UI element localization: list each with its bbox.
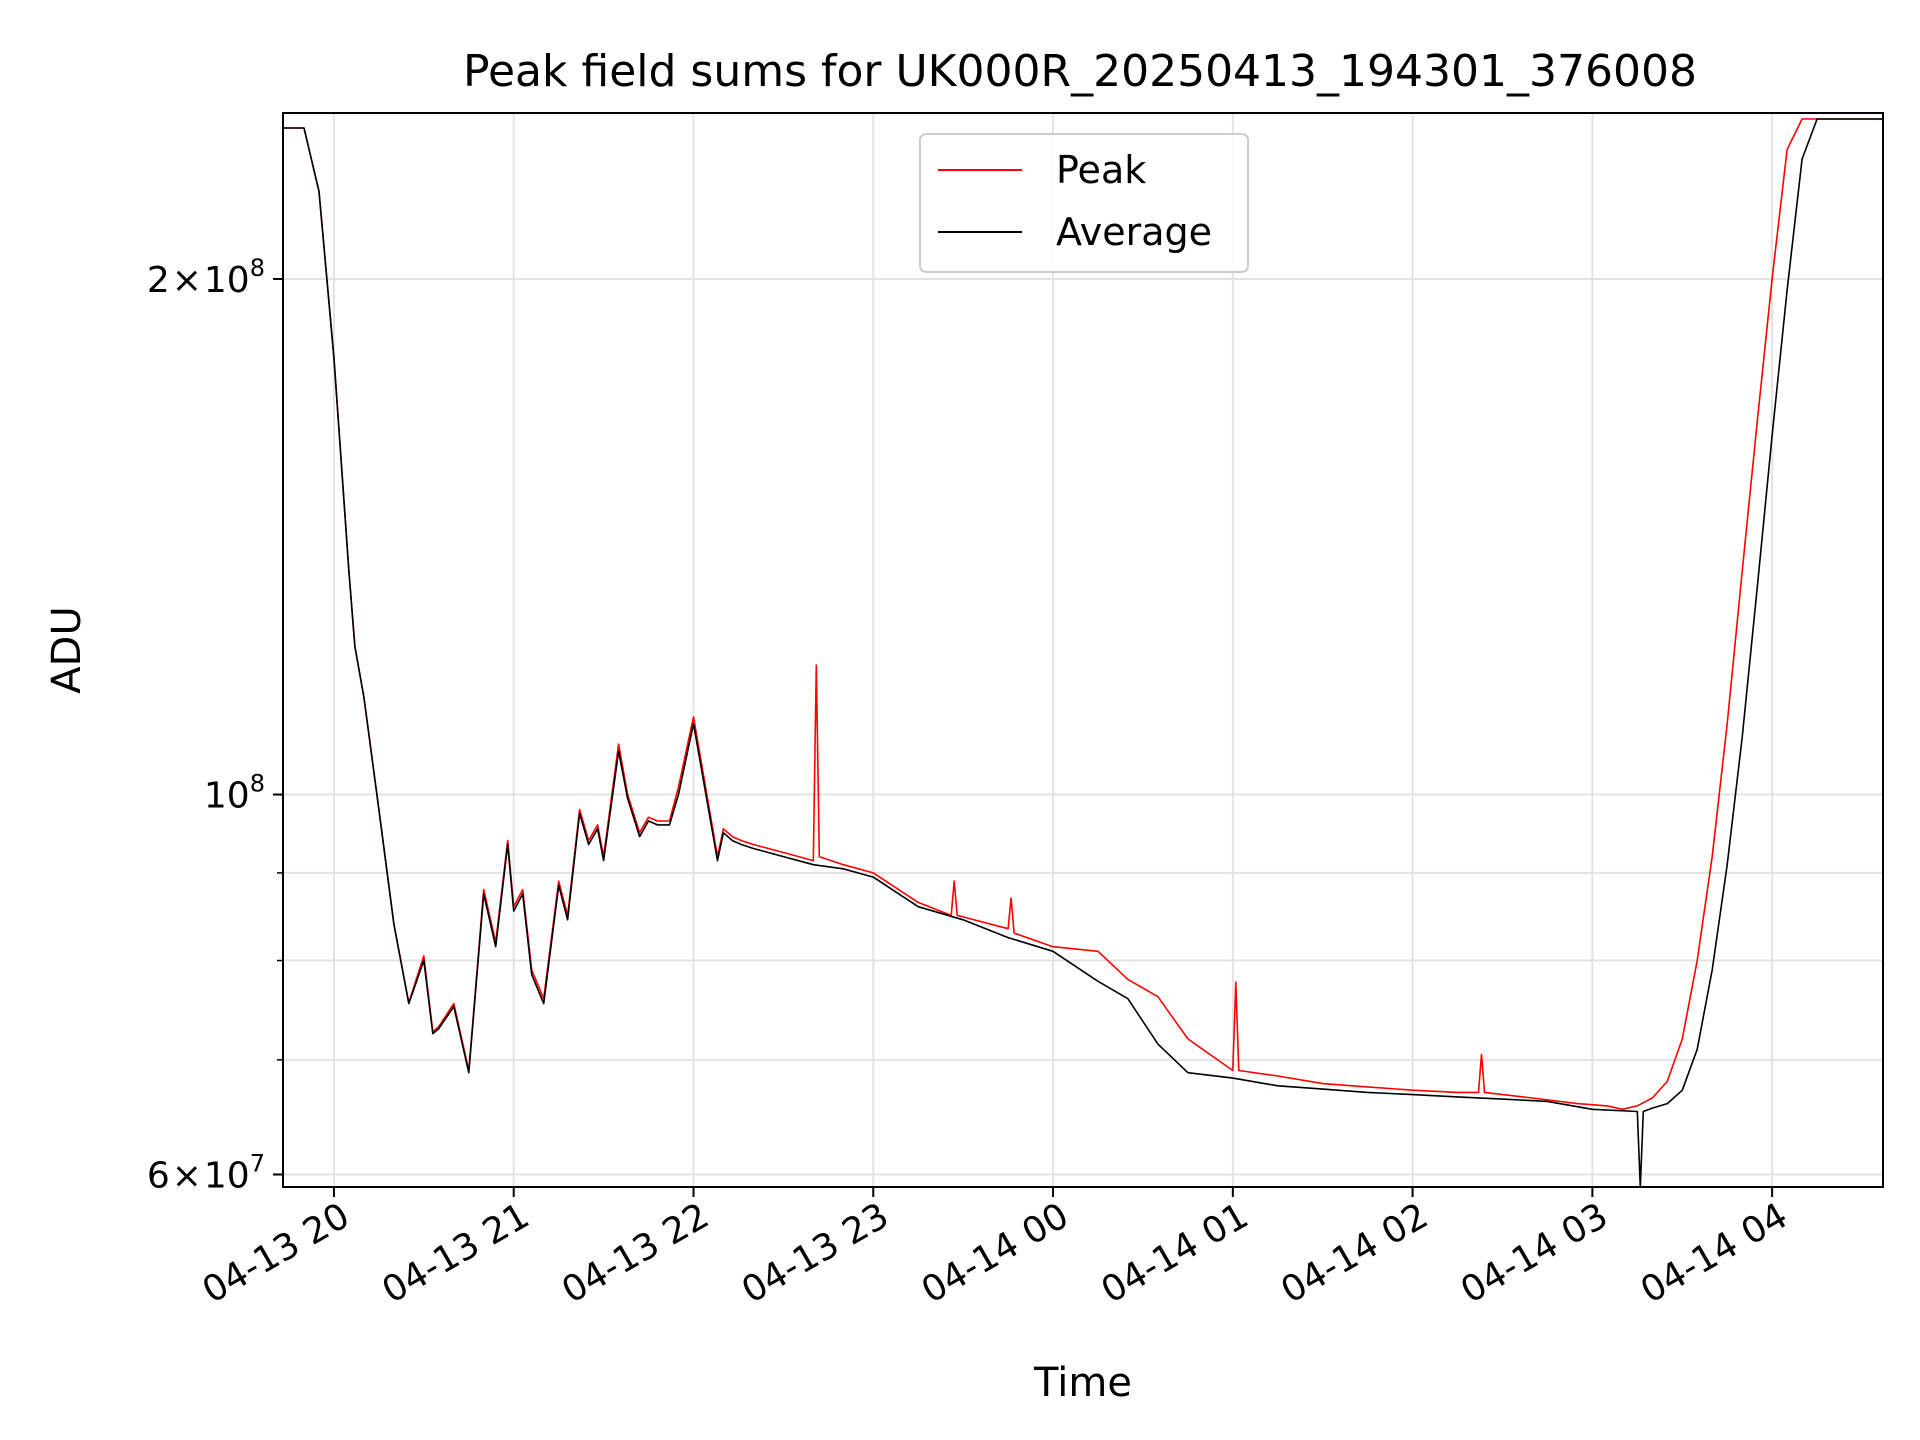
y-tick-label: 2×108 [147, 254, 265, 301]
y-tick-label-times: × [172, 260, 202, 301]
series-line-average [283, 118, 1883, 1187]
series-line-peak [283, 118, 1883, 1111]
legend: Peak Average [919, 133, 1249, 273]
y-tick-label-mantissa: 2 [147, 260, 170, 301]
chart-title: Peak field sums for UK000R_20250413_1943… [463, 46, 1697, 97]
y-tick-label-base: 10 [204, 260, 250, 301]
y-tick-label-times: × [172, 1155, 202, 1196]
y-tick-label: 108 [204, 770, 265, 817]
legend-label-peak: Peak [1056, 148, 1146, 192]
legend-label-average: Average [1056, 210, 1212, 254]
y-tick-label-base: 10 [204, 776, 250, 817]
legend-box [919, 133, 1249, 273]
x-axis-label: Time [1033, 1360, 1132, 1406]
y-axis-label: ADU [44, 606, 90, 693]
y-tick-label: 6×107 [147, 1149, 265, 1196]
y-tick-label-exp: 7 [250, 1149, 265, 1177]
gridlines [283, 113, 1883, 1187]
y-tick-label-mantissa: 6 [147, 1155, 170, 1196]
y-tick-label-base: 10 [204, 1155, 250, 1196]
y-tick-label-exp: 8 [250, 254, 265, 282]
y-tick-label-exp: 8 [250, 770, 265, 798]
plot-frame [282, 112, 1884, 1188]
